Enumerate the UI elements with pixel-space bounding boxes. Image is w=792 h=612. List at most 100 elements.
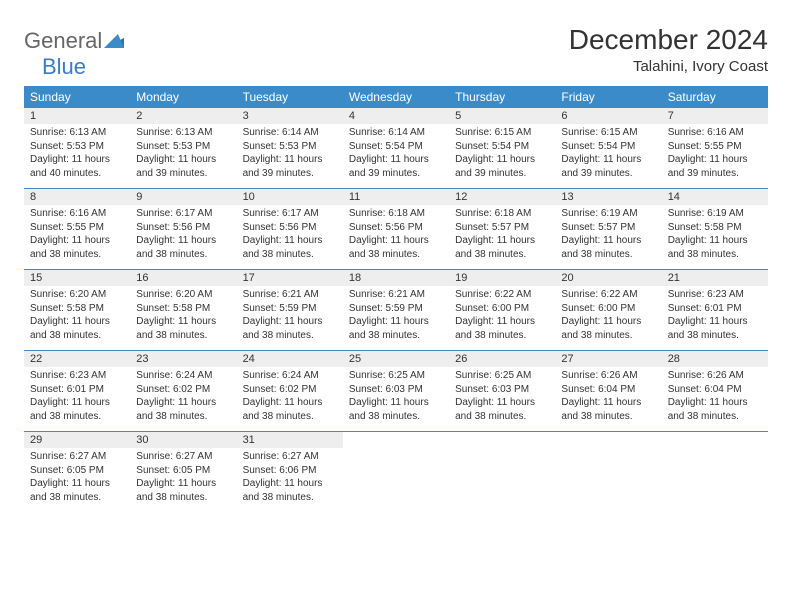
day-detail-cell: Sunrise: 6:17 AMSunset: 5:56 PMDaylight:…: [237, 205, 343, 270]
location: Talahini, Ivory Coast: [569, 58, 768, 75]
day-detail-cell: Sunrise: 6:25 AMSunset: 6:03 PMDaylight:…: [449, 367, 555, 432]
day-detail-cell: Sunrise: 6:17 AMSunset: 5:56 PMDaylight:…: [130, 205, 236, 270]
day-header: Thursday: [449, 86, 555, 108]
day-detail-cell: Sunrise: 6:15 AMSunset: 5:54 PMDaylight:…: [555, 124, 661, 189]
day-detail-cell: Sunrise: 6:22 AMSunset: 6:00 PMDaylight:…: [555, 286, 661, 351]
day-number-cell: 31: [237, 432, 343, 448]
day-number-cell: 4: [343, 108, 449, 124]
day-number-cell: 15: [24, 270, 130, 286]
day-header: Friday: [555, 86, 661, 108]
day-detail-cell: Sunrise: 6:22 AMSunset: 6:00 PMDaylight:…: [449, 286, 555, 351]
header-row: General Blue December 2024 Talahini, Ivo…: [24, 20, 768, 80]
day-detail-cell: [343, 448, 449, 512]
day-number-cell: 13: [555, 189, 661, 205]
day-detail-cell: Sunrise: 6:24 AMSunset: 6:02 PMDaylight:…: [237, 367, 343, 432]
calendar-table: Sunday Monday Tuesday Wednesday Thursday…: [24, 86, 768, 512]
day-number-cell: 24: [237, 351, 343, 367]
day-number-cell: 2: [130, 108, 236, 124]
day-detail-cell: Sunrise: 6:23 AMSunset: 6:01 PMDaylight:…: [24, 367, 130, 432]
day-detail-cell: Sunrise: 6:27 AMSunset: 6:05 PMDaylight:…: [130, 448, 236, 512]
day-detail-cell: Sunrise: 6:20 AMSunset: 5:58 PMDaylight:…: [130, 286, 236, 351]
day-detail-cell: Sunrise: 6:16 AMSunset: 5:55 PMDaylight:…: [24, 205, 130, 270]
day-detail-cell: Sunrise: 6:19 AMSunset: 5:57 PMDaylight:…: [555, 205, 661, 270]
day-detail-cell: Sunrise: 6:21 AMSunset: 5:59 PMDaylight:…: [343, 286, 449, 351]
day-detail-cell: Sunrise: 6:26 AMSunset: 6:04 PMDaylight:…: [555, 367, 661, 432]
title-block: December 2024 Talahini, Ivory Coast: [569, 20, 768, 79]
day-detail-cell: Sunrise: 6:26 AMSunset: 6:04 PMDaylight:…: [662, 367, 768, 432]
daynum-row: 22232425262728: [24, 351, 768, 367]
logo: General Blue: [24, 28, 124, 80]
day-number-cell: 5: [449, 108, 555, 124]
logo-part2: Blue: [42, 54, 86, 79]
detail-row: Sunrise: 6:20 AMSunset: 5:58 PMDaylight:…: [24, 286, 768, 351]
detail-row: Sunrise: 6:13 AMSunset: 5:53 PMDaylight:…: [24, 124, 768, 189]
calendar-page: General Blue December 2024 Talahini, Ivo…: [0, 0, 792, 532]
day-number-cell: 17: [237, 270, 343, 286]
day-detail-cell: [662, 448, 768, 512]
day-number-cell: 10: [237, 189, 343, 205]
day-detail-cell: Sunrise: 6:14 AMSunset: 5:54 PMDaylight:…: [343, 124, 449, 189]
day-number-cell: 12: [449, 189, 555, 205]
day-detail-cell: Sunrise: 6:16 AMSunset: 5:55 PMDaylight:…: [662, 124, 768, 189]
day-number-cell: 7: [662, 108, 768, 124]
day-number-cell: 16: [130, 270, 236, 286]
day-number-cell: 26: [449, 351, 555, 367]
day-number-cell: 11: [343, 189, 449, 205]
day-detail-cell: Sunrise: 6:18 AMSunset: 5:57 PMDaylight:…: [449, 205, 555, 270]
logo-part1: General: [24, 28, 102, 53]
day-number-cell: 22: [24, 351, 130, 367]
day-detail-cell: Sunrise: 6:13 AMSunset: 5:53 PMDaylight:…: [24, 124, 130, 189]
day-header: Monday: [130, 86, 236, 108]
daynum-row: 1234567: [24, 108, 768, 124]
day-header: Wednesday: [343, 86, 449, 108]
calendar-body: 1234567Sunrise: 6:13 AMSunset: 5:53 PMDa…: [24, 108, 768, 512]
day-header: Sunday: [24, 86, 130, 108]
day-detail-cell: Sunrise: 6:15 AMSunset: 5:54 PMDaylight:…: [449, 124, 555, 189]
detail-row: Sunrise: 6:23 AMSunset: 6:01 PMDaylight:…: [24, 367, 768, 432]
day-number-cell: 25: [343, 351, 449, 367]
day-number-cell: 23: [130, 351, 236, 367]
day-number-cell: [449, 432, 555, 448]
day-header: Tuesday: [237, 86, 343, 108]
day-number-cell: 1: [24, 108, 130, 124]
day-detail-cell: Sunrise: 6:21 AMSunset: 5:59 PMDaylight:…: [237, 286, 343, 351]
day-number-cell: [555, 432, 661, 448]
detail-row: Sunrise: 6:27 AMSunset: 6:05 PMDaylight:…: [24, 448, 768, 512]
day-number-cell: 8: [24, 189, 130, 205]
day-detail-cell: [555, 448, 661, 512]
logo-triangle-icon: [104, 28, 124, 53]
day-detail-cell: Sunrise: 6:19 AMSunset: 5:58 PMDaylight:…: [662, 205, 768, 270]
day-number-cell: 20: [555, 270, 661, 286]
day-number-cell: [343, 432, 449, 448]
day-number-cell: 9: [130, 189, 236, 205]
daynum-row: 293031: [24, 432, 768, 448]
day-number-cell: 29: [24, 432, 130, 448]
day-number-cell: 19: [449, 270, 555, 286]
day-detail-cell: Sunrise: 6:20 AMSunset: 5:58 PMDaylight:…: [24, 286, 130, 351]
day-detail-cell: Sunrise: 6:27 AMSunset: 6:06 PMDaylight:…: [237, 448, 343, 512]
day-detail-cell: Sunrise: 6:27 AMSunset: 6:05 PMDaylight:…: [24, 448, 130, 512]
day-number-cell: 3: [237, 108, 343, 124]
daynum-row: 15161718192021: [24, 270, 768, 286]
day-number-cell: 21: [662, 270, 768, 286]
day-number-cell: 18: [343, 270, 449, 286]
day-detail-cell: Sunrise: 6:23 AMSunset: 6:01 PMDaylight:…: [662, 286, 768, 351]
daynum-row: 891011121314: [24, 189, 768, 205]
day-number-cell: 6: [555, 108, 661, 124]
day-header: Saturday: [662, 86, 768, 108]
day-number-cell: [662, 432, 768, 448]
day-detail-cell: Sunrise: 6:13 AMSunset: 5:53 PMDaylight:…: [130, 124, 236, 189]
detail-row: Sunrise: 6:16 AMSunset: 5:55 PMDaylight:…: [24, 205, 768, 270]
day-number-cell: 14: [662, 189, 768, 205]
day-detail-cell: Sunrise: 6:18 AMSunset: 5:56 PMDaylight:…: [343, 205, 449, 270]
logo-text: General Blue: [24, 28, 124, 80]
day-number-cell: 27: [555, 351, 661, 367]
day-detail-cell: Sunrise: 6:24 AMSunset: 6:02 PMDaylight:…: [130, 367, 236, 432]
month-title: December 2024: [569, 24, 768, 56]
day-header-row: Sunday Monday Tuesday Wednesday Thursday…: [24, 86, 768, 108]
day-detail-cell: [449, 448, 555, 512]
day-detail-cell: Sunrise: 6:25 AMSunset: 6:03 PMDaylight:…: [343, 367, 449, 432]
day-number-cell: 28: [662, 351, 768, 367]
day-detail-cell: Sunrise: 6:14 AMSunset: 5:53 PMDaylight:…: [237, 124, 343, 189]
day-number-cell: 30: [130, 432, 236, 448]
